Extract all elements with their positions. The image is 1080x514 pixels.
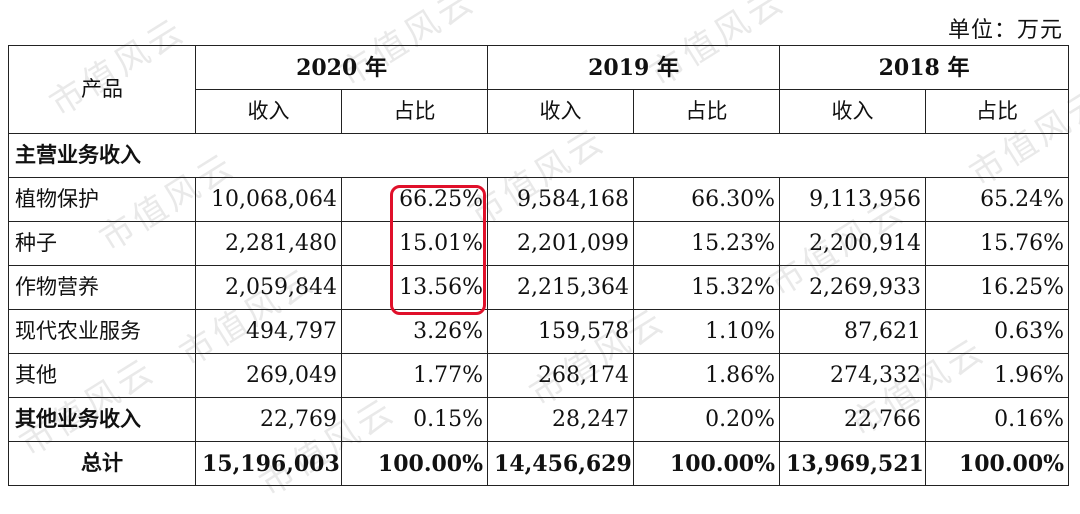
cell-revenue-2019: 268,174 xyxy=(487,353,635,398)
section-row: 主营业务收入 xyxy=(7,133,1070,178)
table-row-other-business: 其他业务收入 22,769 0.15% 28,247 0.20% 22,766 … xyxy=(8,397,1070,442)
cell-share-2018: 65.24% xyxy=(925,177,1070,222)
row-name: 其他业务收入 xyxy=(8,397,196,442)
table-row: 种子 2,281,480 15.01% 2,201,099 15.23% 2,2… xyxy=(8,221,1070,266)
table-row: 现代农业服务 494,797 3.26% 159,578 1.10% 87,62… xyxy=(8,309,1070,354)
header-row-sub: 收入 占比 收入 占比 收入 占比 xyxy=(9,89,1070,134)
highlight-box xyxy=(390,185,486,315)
cell-revenue-2020: 494,797 xyxy=(195,309,342,354)
cell-revenue-2018: 9,113,956 xyxy=(779,177,927,222)
cell-share-2018: 1.96% xyxy=(925,353,1070,398)
cell-share-2020: 13.56% xyxy=(340,265,489,310)
cell-revenue-2018: 87,621 xyxy=(779,309,927,354)
cell-share-2019: 15.32% xyxy=(633,265,781,310)
header-revenue: 收入 xyxy=(779,89,927,134)
cell-share-2018: 15.76% xyxy=(925,221,1070,266)
cell-share-2020: 66.25% xyxy=(340,177,489,222)
cell-share-2019: 66.30% xyxy=(633,177,781,222)
cell-share-2020: 15.01% xyxy=(340,221,489,266)
cell-revenue-2018: 22,766 xyxy=(779,397,927,442)
table-row: 其他 269,049 1.77% 268,174 1.86% 274,332 1… xyxy=(8,353,1070,398)
header-year-2019: 2019 年 xyxy=(487,45,781,90)
cell-revenue-2019: 9,584,168 xyxy=(487,177,635,222)
cell-share-2019: 15.23% xyxy=(633,221,781,266)
cell-revenue-2018: 274,332 xyxy=(779,353,927,398)
cell-revenue-2018: 2,269,933 xyxy=(779,265,927,310)
header-row-years: 产品 2020 年 2019 年 2018 年 xyxy=(8,45,1070,134)
cell-share-2018: 16.25% xyxy=(925,265,1070,310)
table-row: 作物营养 2,059,844 13.56% 2,215,364 15.32% 2… xyxy=(8,265,1070,310)
row-name: 其他 xyxy=(8,353,196,398)
cell-revenue-2020: 2,059,844 xyxy=(195,265,342,310)
unit-label: 单位：万元 xyxy=(947,18,1063,43)
cell-share-2018: 100.00% xyxy=(925,441,1070,486)
cell-revenue-2020: 10,068,064 xyxy=(195,177,342,222)
row-name: 现代农业服务 xyxy=(8,309,196,354)
cell-share-2019: 1.86% xyxy=(633,353,781,398)
row-name: 植物保护 xyxy=(8,177,196,222)
cell-revenue-2019: 14,456,629 xyxy=(487,441,635,486)
cell-revenue-2019: 2,201,099 xyxy=(487,221,635,266)
row-name: 种子 xyxy=(8,221,196,266)
header-revenue: 收入 xyxy=(195,89,342,134)
section-main-revenue: 主营业务收入 xyxy=(7,133,1070,178)
cell-revenue-2019: 28,247 xyxy=(487,397,635,442)
header-product: 产品 xyxy=(8,45,196,134)
cell-revenue-2020: 269,049 xyxy=(195,353,342,398)
row-name: 作物营养 xyxy=(8,265,196,310)
table-row-total: 总计 15,196,003 100.00% 14,456,629 100.00%… xyxy=(8,441,1070,486)
cell-share-2019: 0.20% xyxy=(633,397,781,442)
cell-revenue-2019: 159,578 xyxy=(487,309,635,354)
cell-share-2020: 0.15% xyxy=(340,397,489,442)
header-share: 占比 xyxy=(340,89,489,134)
cell-revenue-2020: 22,769 xyxy=(195,397,342,442)
table-row: 植物保护 10,068,064 66.25% 9,584,168 66.30% … xyxy=(8,177,1070,222)
cell-share-2018: 0.63% xyxy=(925,309,1070,354)
header-share: 占比 xyxy=(633,89,781,134)
revenue-table: 产品 2020 年 2019 年 2018 年 收入 占比 收入 占比 收入 占… xyxy=(7,45,1070,486)
cell-revenue-2018: 2,200,914 xyxy=(779,221,927,266)
cell-share-2020: 1.77% xyxy=(340,353,489,398)
header-year-2018: 2018 年 xyxy=(779,45,1070,90)
header-year-2020: 2020 年 xyxy=(194,45,489,90)
cell-revenue-2020: 15,196,003 xyxy=(195,441,342,486)
cell-revenue-2018: 13,969,521 xyxy=(779,441,927,486)
cell-share-2020: 100.00% xyxy=(340,441,489,486)
cell-revenue-2019: 2,215,364 xyxy=(487,265,635,310)
cell-share-2019: 1.10% xyxy=(633,309,781,354)
cell-share-2018: 0.16% xyxy=(925,397,1070,442)
cell-share-2020: 3.26% xyxy=(340,309,489,354)
cell-revenue-2020: 2,281,480 xyxy=(195,221,342,266)
row-name-total: 总计 xyxy=(8,441,196,486)
cell-share-2019: 100.00% xyxy=(633,441,781,486)
header-share: 占比 xyxy=(925,89,1070,134)
header-revenue: 收入 xyxy=(487,89,635,134)
